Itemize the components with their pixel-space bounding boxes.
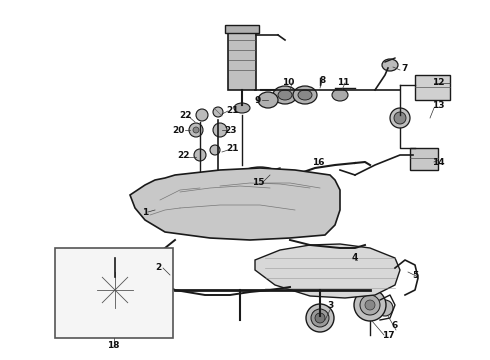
Circle shape [189, 123, 203, 137]
Text: 22: 22 [177, 150, 189, 159]
Text: 21: 21 [226, 144, 238, 153]
Circle shape [107, 255, 123, 271]
Ellipse shape [298, 90, 312, 100]
Circle shape [193, 127, 199, 133]
Text: 7: 7 [402, 63, 408, 72]
Text: 19: 19 [89, 303, 101, 312]
Text: 11: 11 [337, 77, 349, 86]
Text: 3: 3 [327, 301, 333, 310]
Text: 13: 13 [432, 100, 444, 109]
Circle shape [365, 300, 375, 310]
Bar [225, 25, 259, 33]
Circle shape [196, 109, 208, 121]
Ellipse shape [258, 92, 278, 108]
Text: 4: 4 [352, 253, 358, 262]
Bar [228, 30, 256, 90]
Circle shape [101, 249, 129, 277]
Circle shape [360, 295, 380, 315]
Text: 8: 8 [320, 76, 326, 85]
Text: 10: 10 [282, 77, 294, 86]
Circle shape [213, 123, 227, 137]
Ellipse shape [382, 59, 398, 71]
Circle shape [306, 304, 334, 332]
Text: 12: 12 [432, 77, 444, 86]
Text: 18: 18 [107, 341, 119, 350]
Text: 5: 5 [412, 270, 418, 279]
Circle shape [315, 313, 325, 323]
Text: 2: 2 [155, 264, 161, 273]
Ellipse shape [234, 103, 250, 113]
Polygon shape [130, 168, 340, 240]
Text: 23: 23 [224, 126, 236, 135]
Circle shape [83, 258, 147, 322]
Text: 17: 17 [382, 330, 394, 339]
Bar [410, 148, 438, 170]
Text: 14: 14 [432, 158, 444, 166]
Text: 21: 21 [226, 105, 238, 114]
Circle shape [213, 107, 223, 117]
Text: 16: 16 [312, 158, 324, 166]
Text: 15: 15 [252, 177, 264, 186]
Bar [55, 248, 173, 338]
Ellipse shape [273, 86, 297, 104]
Circle shape [105, 280, 125, 300]
Bar [415, 75, 450, 100]
Ellipse shape [232, 167, 288, 203]
Circle shape [354, 289, 386, 321]
Circle shape [210, 145, 220, 155]
Text: 1: 1 [142, 207, 148, 216]
Ellipse shape [278, 90, 292, 100]
Text: 9: 9 [255, 95, 261, 104]
Circle shape [394, 112, 406, 124]
Ellipse shape [242, 173, 278, 197]
Ellipse shape [332, 89, 348, 101]
Text: 6: 6 [392, 320, 398, 329]
Text: 22: 22 [179, 111, 191, 120]
Circle shape [377, 300, 393, 316]
Ellipse shape [293, 86, 317, 104]
Polygon shape [255, 244, 400, 298]
Circle shape [390, 108, 410, 128]
Circle shape [194, 149, 206, 161]
Text: 20: 20 [172, 126, 184, 135]
Circle shape [311, 309, 329, 327]
